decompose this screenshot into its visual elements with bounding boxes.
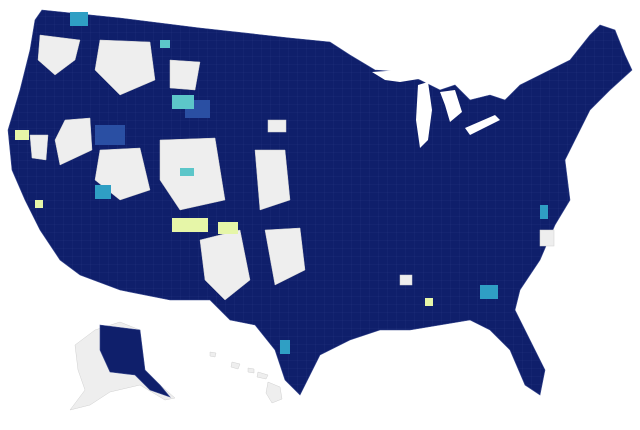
county-lines xyxy=(8,10,632,395)
lake-michigan xyxy=(416,82,432,148)
hawaii xyxy=(209,351,283,404)
lake-huron xyxy=(440,90,462,122)
alaska-counties xyxy=(99,324,171,398)
lake-erie xyxy=(465,115,500,135)
lake-superior xyxy=(372,70,425,82)
highlighted-counties xyxy=(15,12,548,354)
